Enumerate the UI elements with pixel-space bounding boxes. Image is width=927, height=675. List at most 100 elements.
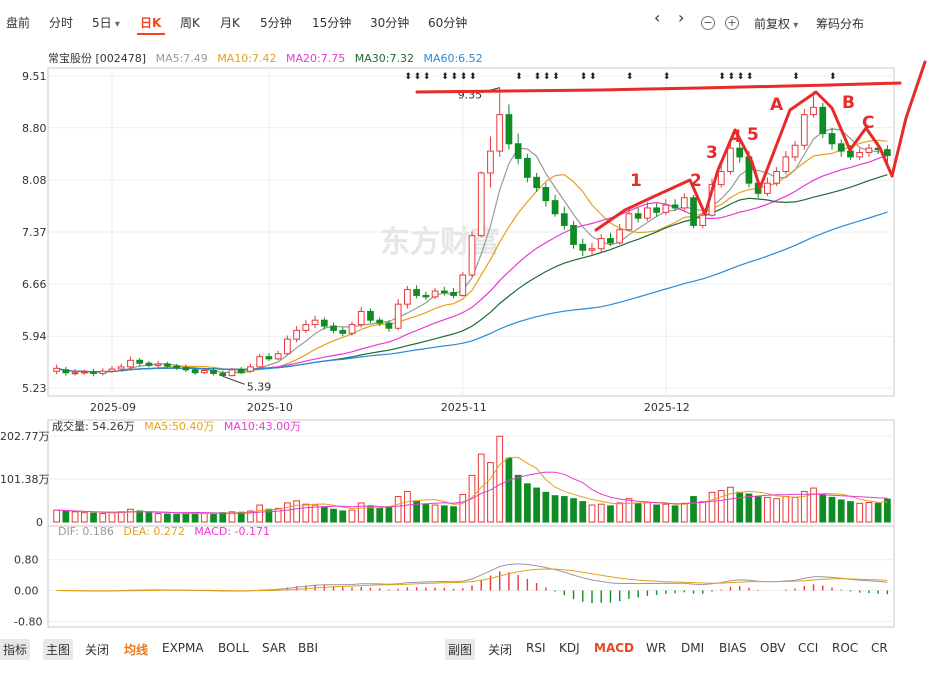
obv-button[interactable]: OBV — [760, 641, 786, 655]
candle-body — [440, 290, 448, 294]
tab-intraday[interactable]: 分时 — [49, 16, 74, 30]
volume-bar — [228, 511, 236, 523]
low-pointer — [222, 375, 245, 385]
dmi-button[interactable]: DMI — [681, 641, 705, 655]
cci-button[interactable]: CCI — [798, 641, 819, 655]
volume-bar — [440, 505, 448, 523]
nav-next-icon[interactable]: › — [678, 8, 685, 27]
tab-weekly-k[interactable]: 周K — [180, 16, 200, 30]
wave-label-A: A — [770, 95, 784, 115]
volume-bar — [588, 504, 596, 523]
roc-button[interactable]: ROC — [832, 641, 859, 655]
volume-bar — [422, 503, 430, 523]
volume-bar — [662, 503, 670, 523]
candle-body — [90, 371, 97, 374]
candle-body — [164, 363, 171, 367]
volume-bar — [810, 487, 817, 523]
tab-30min[interactable]: 30分钟 — [370, 16, 410, 30]
volume-bar — [773, 498, 780, 523]
candle-body — [330, 325, 337, 331]
bbi-button[interactable]: BBI — [298, 641, 319, 655]
volume-bar — [173, 513, 180, 523]
candle-body — [99, 370, 107, 374]
volume-bar — [570, 498, 577, 523]
nav-prev-icon[interactable]: ‹ — [654, 8, 661, 27]
sub-chart-button[interactable]: 副图 — [445, 639, 476, 660]
event-marker: ⬍ — [580, 72, 588, 82]
cr-button[interactable]: CR — [871, 641, 888, 655]
price-legend: 常宝股份 [002478] MA5:7.49 MA10:7.42 MA20:7.… — [48, 50, 489, 66]
candle-body — [800, 114, 808, 146]
zoom-out-icon[interactable]: − — [701, 15, 715, 30]
candle-body — [884, 149, 891, 156]
candle-body — [53, 367, 60, 372]
event-marker: ⬍ — [792, 72, 800, 82]
candle-body — [699, 214, 707, 226]
volume-bar — [514, 474, 522, 523]
adjust-dropdown[interactable]: 前复权 — [754, 15, 798, 32]
volume-bar — [90, 512, 97, 523]
candle-body — [727, 147, 734, 172]
volume-bar — [219, 512, 227, 523]
kdj-button[interactable]: KDJ — [559, 641, 580, 655]
candle-body — [173, 365, 180, 369]
volume-bar — [625, 498, 633, 523]
volume-bar — [847, 501, 854, 523]
chip-distribution-button[interactable]: 筹码分布 — [816, 17, 865, 31]
candle-body — [404, 289, 411, 305]
ma-indicator-button[interactable]: 均线 — [124, 643, 149, 657]
ma60-legend: MA60:6.52 — [423, 52, 483, 65]
bias-button[interactable]: BIAS — [719, 641, 747, 655]
tab-5min[interactable]: 5分钟 — [260, 16, 292, 30]
main-chart-button[interactable]: 主图 — [43, 639, 74, 660]
wr-button[interactable]: WR — [646, 641, 667, 655]
expma-button[interactable]: EXPMA — [162, 641, 204, 655]
indicator-button[interactable]: 指标 — [0, 639, 31, 660]
candle-body — [145, 362, 153, 366]
candle-body — [579, 243, 587, 251]
volume-bar — [680, 502, 688, 523]
sar-button[interactable]: SAR — [262, 641, 287, 655]
tab-premarket[interactable]: 盘前 — [6, 16, 31, 30]
main-close-button[interactable]: 关闭 — [85, 643, 110, 657]
tab-15min[interactable]: 15分钟 — [312, 16, 352, 30]
volume-bar — [708, 491, 716, 523]
candle-body — [431, 290, 439, 298]
date-axis-label: 2025-10 — [247, 401, 293, 414]
macd-legend: DIF: 0.186 DEA: 0.272 MACD: -0.171 — [58, 525, 276, 538]
macd-button[interactable]: MACD — [594, 641, 634, 655]
tab-daily-k[interactable]: 日K — [140, 16, 162, 30]
volume-bar — [671, 505, 679, 523]
zoom-in-icon[interactable]: + — [725, 15, 739, 30]
event-marker: ⬍ — [515, 72, 523, 82]
candle-body — [191, 369, 199, 374]
candle-body — [644, 207, 651, 219]
ma10-legend: MA10:7.42 — [217, 52, 277, 65]
volume-bar — [505, 457, 513, 523]
candle-body — [477, 172, 485, 237]
volume-bar — [394, 496, 402, 523]
volume-bar — [357, 502, 365, 523]
volume-bar — [385, 506, 393, 523]
rsi-button[interactable]: RSI — [526, 641, 546, 655]
wave-label-3: 3 — [706, 143, 718, 163]
macd-tick-label: 0.00 — [14, 585, 39, 598]
candle-body — [625, 213, 633, 231]
tab-5day[interactable]: 5日 — [92, 14, 120, 31]
candle-body — [782, 156, 790, 172]
tab-monthly-k[interactable]: 月K — [220, 16, 240, 30]
candle-body — [394, 303, 402, 329]
candle-body — [413, 289, 420, 296]
tab-60min[interactable]: 60分钟 — [428, 16, 468, 30]
event-marker: ⬍ — [534, 72, 542, 82]
boll-button[interactable]: BOLL — [218, 641, 249, 655]
volume-bar — [127, 508, 134, 523]
ma30-legend: MA30:7.32 — [354, 52, 414, 65]
date-axis-label: 2025-12 — [644, 401, 690, 414]
volume-bar — [154, 513, 162, 523]
candle-body — [551, 200, 559, 215]
sub-close-button[interactable]: 关闭 — [488, 643, 513, 657]
event-marker: ⬍ — [737, 72, 745, 82]
volume-bar — [791, 496, 799, 523]
